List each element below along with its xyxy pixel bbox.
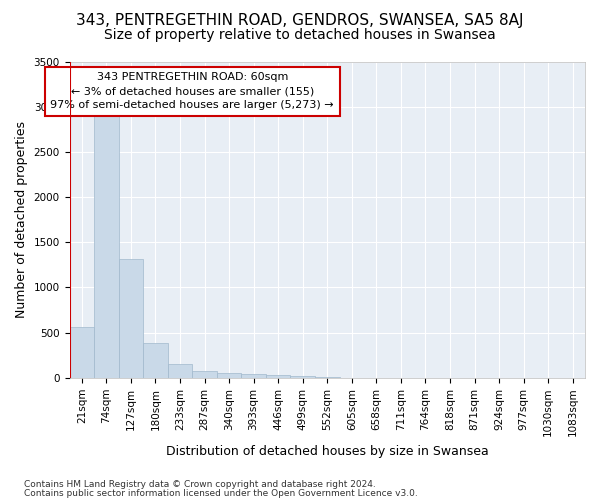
Bar xyxy=(70,327,94,378)
Bar xyxy=(119,258,143,378)
Bar xyxy=(143,342,168,378)
X-axis label: Distribution of detached houses by size in Swansea: Distribution of detached houses by size … xyxy=(166,444,488,458)
Bar xyxy=(192,370,217,378)
Bar xyxy=(241,374,266,378)
Bar xyxy=(290,376,315,378)
Bar xyxy=(94,116,119,378)
Text: Contains HM Land Registry data © Crown copyright and database right 2024.: Contains HM Land Registry data © Crown c… xyxy=(24,480,376,489)
Bar xyxy=(168,364,192,378)
Text: Size of property relative to detached houses in Swansea: Size of property relative to detached ho… xyxy=(104,28,496,42)
Bar xyxy=(217,373,241,378)
Text: Contains public sector information licensed under the Open Government Licence v3: Contains public sector information licen… xyxy=(24,489,418,498)
Text: 343, PENTREGETHIN ROAD, GENDROS, SWANSEA, SA5 8AJ: 343, PENTREGETHIN ROAD, GENDROS, SWANSEA… xyxy=(76,12,524,28)
Y-axis label: Number of detached properties: Number of detached properties xyxy=(15,121,28,318)
Bar xyxy=(266,374,290,378)
Text: 343 PENTREGETHIN ROAD: 60sqm
← 3% of detached houses are smaller (155)
97% of se: 343 PENTREGETHIN ROAD: 60sqm ← 3% of det… xyxy=(50,72,334,110)
